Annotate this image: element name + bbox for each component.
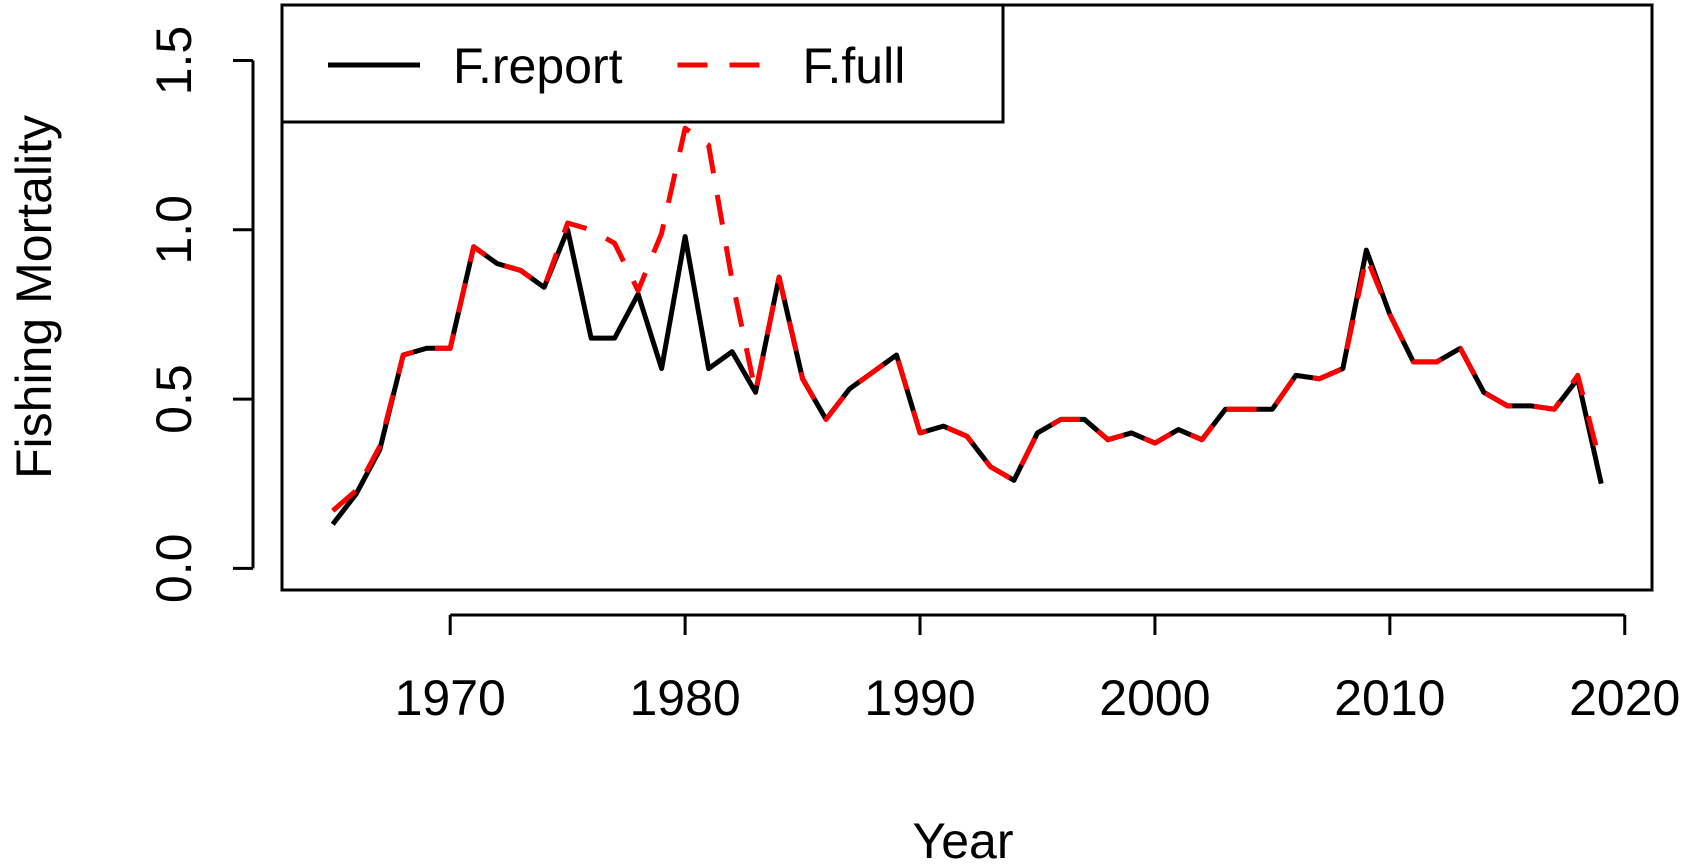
legend-label: F.report xyxy=(453,38,623,94)
x-tick-label: 2000 xyxy=(1099,670,1210,726)
x-tick-label: 1990 xyxy=(864,670,975,726)
y-tick-label: 0.0 xyxy=(146,534,202,604)
x-tick-label: 1980 xyxy=(629,670,740,726)
x-tick-label: 1970 xyxy=(395,670,506,726)
x-axis-label: Year xyxy=(912,813,1013,868)
series-line xyxy=(331,125,1604,513)
y-tick-label: 0.5 xyxy=(146,364,202,434)
y-axis-label: Fishing Mortality xyxy=(6,115,62,479)
legend-label: F.full xyxy=(803,38,906,94)
x-tick-label: 2010 xyxy=(1334,670,1445,726)
x-tick-label: 2020 xyxy=(1569,670,1680,726)
y-tick-label: 1.5 xyxy=(146,26,202,96)
y-tick-label: 1.0 xyxy=(146,195,202,265)
